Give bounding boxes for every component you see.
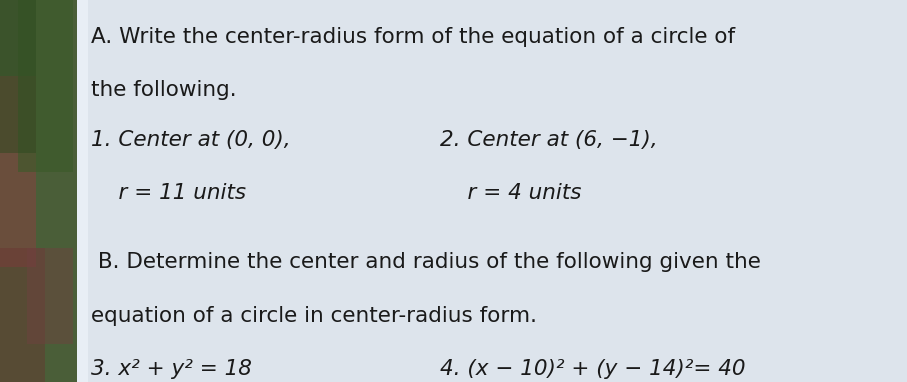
Bar [0, 0, 36, 153]
Text: 3. x² + y² = 18: 3. x² + y² = 18 [91, 359, 251, 379]
Text: 4. (x − 10)² + (y − 14)²= 40: 4. (x − 10)² + (y − 14)²= 40 [440, 359, 746, 379]
Text: 1. Center at (0, 0),: 1. Center at (0, 0), [91, 130, 290, 150]
Bar [0, 0, 82, 382]
Text: equation of a circle in center-radius form.: equation of a circle in center-radius fo… [91, 306, 537, 325]
Bar [0, 76, 36, 267]
Bar [77, 0, 88, 382]
Text: B. Determine the center and radius of the following given the: B. Determine the center and radius of th… [91, 252, 761, 272]
Bar [27, 248, 73, 344]
Text: 2. Center at (6, −1),: 2. Center at (6, −1), [440, 130, 658, 150]
Bar [0, 248, 45, 382]
Text: r = 11 units: r = 11 units [91, 183, 246, 203]
Text: A. Write the center-radius form of the equation of a circle of: A. Write the center-radius form of the e… [91, 27, 735, 47]
Bar [18, 0, 73, 172]
Text: the following.: the following. [91, 80, 237, 100]
Text: r = 4 units: r = 4 units [440, 183, 581, 203]
